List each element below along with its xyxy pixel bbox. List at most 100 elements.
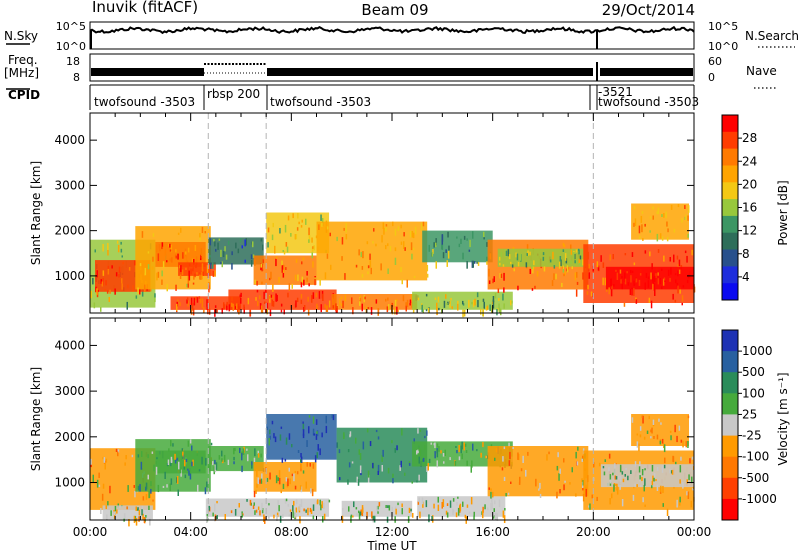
heatmap-speck bbox=[609, 254, 611, 261]
heatmap-speck bbox=[156, 272, 158, 281]
heatmap-speck bbox=[235, 306, 237, 309]
heatmap-speck bbox=[355, 437, 357, 444]
heatmap-speck bbox=[367, 470, 370, 478]
heatmap-speck bbox=[161, 279, 163, 285]
heatmap-speck bbox=[102, 278, 104, 286]
heatmap-speck bbox=[174, 453, 176, 460]
heatmap-speck bbox=[456, 236, 458, 239]
heatmap-speck bbox=[505, 493, 507, 497]
heatmap-speck bbox=[98, 472, 100, 478]
heatmap-speck bbox=[228, 304, 231, 311]
heatmap-speck bbox=[679, 496, 681, 503]
heatmap-speck bbox=[529, 268, 531, 274]
heatmap-speck bbox=[262, 259, 265, 263]
heatmap-speck bbox=[477, 300, 479, 308]
heatmap-speck bbox=[588, 272, 590, 279]
heatmap-speck bbox=[241, 465, 243, 473]
y-tick-label: 4000 bbox=[54, 338, 85, 352]
heatmap-speck bbox=[433, 503, 435, 509]
heatmap-speck bbox=[464, 443, 467, 447]
heatmap-speck bbox=[642, 472, 645, 476]
heatmap-speck bbox=[527, 250, 529, 256]
heatmap-speck bbox=[417, 501, 420, 505]
heatmap-speck bbox=[437, 296, 440, 303]
heatmap-speck bbox=[294, 511, 296, 518]
heatmap-speck bbox=[151, 451, 154, 454]
heatmap-speck bbox=[501, 467, 504, 471]
heatmap-speck bbox=[145, 493, 148, 500]
y-tick-label: 1000 bbox=[54, 269, 85, 283]
heatmap-speck bbox=[602, 277, 604, 286]
heatmap-speck bbox=[485, 307, 488, 311]
colorbar-tick-label: -500 bbox=[742, 471, 769, 485]
x-tick-label: 16:00 bbox=[475, 525, 510, 539]
heatmap-speck bbox=[361, 303, 363, 312]
y-tick-label: 3000 bbox=[54, 384, 85, 398]
heatmap-speck bbox=[294, 274, 297, 281]
heatmap-speck bbox=[661, 236, 664, 241]
heatmap-speck bbox=[525, 469, 527, 477]
heatmap-speck bbox=[405, 305, 407, 312]
heatmap-speck bbox=[472, 260, 474, 268]
heatmap-speck bbox=[571, 266, 573, 270]
heatmap-speck bbox=[282, 483, 285, 489]
heatmap-speck bbox=[235, 242, 237, 249]
heatmap-speck bbox=[615, 269, 617, 272]
heatmap-speck bbox=[377, 470, 379, 475]
heatmap-speck bbox=[634, 461, 637, 467]
heatmap-speck bbox=[679, 287, 681, 294]
heatmap-speck bbox=[201, 263, 204, 271]
heatmap-speck bbox=[231, 302, 233, 307]
heatmap-speck bbox=[201, 272, 203, 280]
heatmap-speck bbox=[394, 247, 397, 252]
heatmap-speck bbox=[666, 508, 669, 516]
nsky-panel: N.Sky 10^5 10^0 10^5 10^0 N.Search bbox=[4, 20, 799, 53]
cpid-seg-3: twofsound -3503 bbox=[270, 95, 371, 109]
heatmap-speck bbox=[285, 477, 288, 482]
freq-tick-bottom: 8 bbox=[73, 71, 80, 84]
heatmap-speck bbox=[273, 514, 275, 519]
heatmap-speck bbox=[680, 456, 682, 461]
heatmap-speck bbox=[556, 491, 558, 499]
heatmap-speck bbox=[564, 271, 566, 275]
heatmap-speck bbox=[468, 511, 471, 514]
heatmap-speck bbox=[635, 278, 638, 283]
heatmap-speck bbox=[115, 448, 118, 452]
cpid-seg-5: twofsound -3503 bbox=[598, 95, 699, 109]
heatmap-cell bbox=[331, 294, 418, 310]
heatmap-speck bbox=[328, 300, 331, 308]
heatmap-speck bbox=[268, 503, 270, 506]
heatmap-speck bbox=[191, 461, 193, 467]
heatmap-speck bbox=[118, 274, 120, 278]
heatmap-speck bbox=[341, 303, 343, 307]
heatmap-speck bbox=[119, 505, 121, 509]
heatmap-speck bbox=[291, 473, 294, 477]
heatmap-speck bbox=[563, 273, 565, 277]
heatmap-speck bbox=[517, 285, 519, 291]
heatmap-speck bbox=[445, 249, 447, 253]
heatmap-speck bbox=[137, 507, 139, 511]
heatmap-speck bbox=[639, 236, 641, 240]
heatmap-speck bbox=[215, 462, 218, 470]
heatmap-speck bbox=[157, 484, 160, 493]
heatmap-speck bbox=[691, 249, 693, 256]
heatmap-speck bbox=[522, 455, 524, 463]
heatmap-speck bbox=[150, 488, 152, 494]
heatmap-speck bbox=[677, 204, 680, 208]
heatmap-speck bbox=[660, 422, 662, 425]
heatmap-speck bbox=[288, 467, 290, 472]
heatmap-speck bbox=[650, 272, 652, 280]
heatmap-speck bbox=[385, 224, 388, 227]
heatmap-speck bbox=[651, 485, 653, 489]
heatmap-speck bbox=[199, 298, 202, 304]
heatmap-speck bbox=[325, 305, 328, 312]
heatmap-speck bbox=[548, 451, 550, 455]
heatmap-speck bbox=[127, 485, 129, 492]
heatmap-cell bbox=[155, 450, 206, 474]
heatmap-speck bbox=[142, 513, 144, 520]
heatmap-speck bbox=[644, 468, 646, 471]
heatmap-speck bbox=[272, 222, 274, 228]
heatmap-speck bbox=[287, 478, 289, 487]
heatmap-speck bbox=[372, 462, 374, 469]
